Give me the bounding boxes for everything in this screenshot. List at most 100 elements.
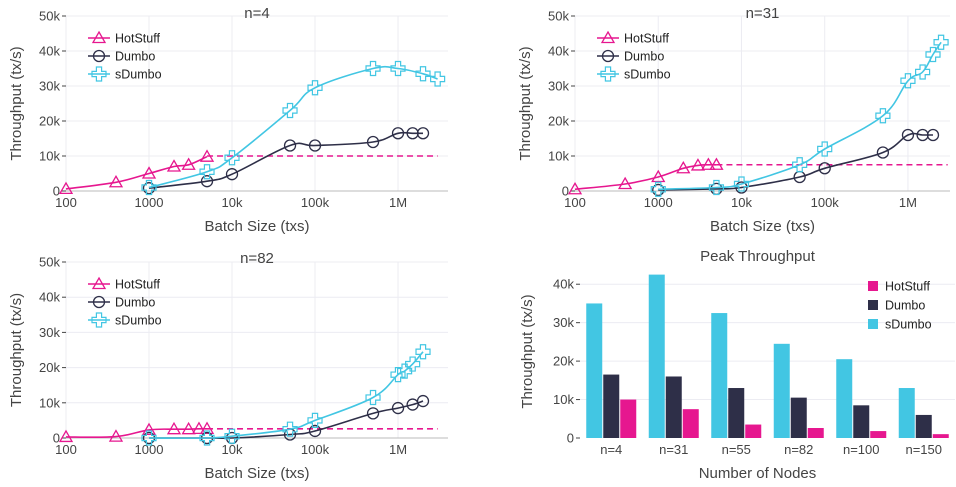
hotstuff-series-line xyxy=(574,163,717,191)
legend-label: sDumbo xyxy=(115,68,162,82)
y-tick-label: 10k xyxy=(553,392,574,407)
chart-n4: 0 10k 20k 30k 40k 50k 100 1000 10k 100k 1M n=4 Batch… xyxy=(8,5,448,235)
legend-label: Dumbo xyxy=(624,50,664,64)
chart-n82: 0 10k 20k 30k 40k 50k 100 1000 10k 100k 1M n=82 Batc… xyxy=(8,250,448,482)
x-axis-title: Batch Size (txs) xyxy=(204,218,309,235)
sdumbo-series-line xyxy=(658,41,942,191)
legend-item-sdumbo: sDumbo xyxy=(88,66,162,82)
x-tick-label: n=100 xyxy=(843,442,880,457)
sdumbo-data-point xyxy=(365,389,381,406)
dumbo-data-point xyxy=(416,394,430,408)
hotstuff-data-point xyxy=(181,157,196,170)
sdumbo-data-point xyxy=(390,60,406,77)
hotstuff-bar xyxy=(870,431,887,438)
legend-sdumbo-marker xyxy=(91,312,107,328)
legend-swatch-dumbo xyxy=(868,300,878,310)
chart-peak-throughput: 0 10k 20k 30k 40k n=4 n=31 n=55 n=82 n=100 n=150 Pe… xyxy=(519,248,955,482)
y-axis-title: Throughput (tx/s) xyxy=(8,293,25,407)
legend-item-hotstuff: HotStuff xyxy=(868,280,930,294)
sdumbo-data-point xyxy=(875,108,891,124)
dumbo-data-point xyxy=(391,401,405,415)
dumbo-data-point xyxy=(225,168,239,181)
y-tick-label: 0 xyxy=(562,184,569,199)
x-axis-title: Batch Size (txs) xyxy=(204,465,309,482)
hotstuff-data-point xyxy=(141,422,157,436)
chart-title: n=4 xyxy=(244,5,269,22)
y-tick-label: 0 xyxy=(53,431,60,446)
hotstuff-bar xyxy=(620,399,637,438)
y-tick-label: 50k xyxy=(548,9,569,24)
x-tick-label: 100 xyxy=(564,195,586,210)
chart-title: Peak Throughput xyxy=(700,248,816,265)
hotstuff-data-point xyxy=(617,176,633,190)
dumbo-bar xyxy=(915,414,932,438)
dumbo-data-point xyxy=(416,127,430,140)
legend-item-sdumbo: sDumbo xyxy=(868,318,932,332)
hotstuff-data-point xyxy=(108,429,124,442)
legend-label: sDumbo xyxy=(624,68,671,82)
x-tick-label: n=150 xyxy=(905,442,942,457)
y-tick-label: 0 xyxy=(53,184,60,199)
y-tick-label: 40k xyxy=(553,277,574,292)
y-tick-label: 50k xyxy=(39,255,60,270)
sdumbo-data-point xyxy=(415,344,431,360)
dumbo-data-point xyxy=(308,424,322,438)
dumbo-data-point xyxy=(308,139,322,152)
legend-label: HotStuff xyxy=(115,278,160,292)
dumbo-data-point xyxy=(200,175,214,188)
dumbo-bar xyxy=(790,397,807,438)
sdumbo-data-point xyxy=(224,428,240,444)
sdumbo-data-point xyxy=(365,60,381,77)
sdumbo-bar xyxy=(898,388,915,438)
hotstuff-data-point xyxy=(141,166,157,179)
y-axis-title: Throughput (tx/s) xyxy=(519,294,536,408)
hotstuff-bar xyxy=(745,424,762,438)
legend-hotstuff-marker xyxy=(91,30,107,44)
x-tick-label: n=31 xyxy=(659,442,688,457)
legend-item-hotstuff: HotStuff xyxy=(88,30,160,46)
x-tick-label: 10k xyxy=(222,442,243,457)
sdumbo-data-point xyxy=(390,367,406,383)
dumbo-data-point xyxy=(366,407,380,420)
hotstuff-data-point xyxy=(199,421,215,434)
dumbo-data-point xyxy=(366,135,380,149)
hotstuff-data-point xyxy=(58,181,74,195)
hotstuff-data-point xyxy=(676,160,691,174)
sdumbo-data-point xyxy=(282,102,298,119)
sdumbo-data-point xyxy=(733,176,750,192)
hotstuff-bar xyxy=(932,434,949,438)
hotstuff-data-point xyxy=(181,421,196,435)
legend-item-hotstuff: HotStuff xyxy=(597,30,669,46)
sdumbo-data-point xyxy=(396,363,413,379)
sdumbo-data-point xyxy=(307,80,323,96)
y-tick-label: 40k xyxy=(548,44,569,59)
hotstuff-data-point xyxy=(166,421,182,435)
sdumbo-data-point xyxy=(307,412,323,428)
legend-hotstuff-marker xyxy=(600,30,616,44)
dumbo-data-point xyxy=(391,127,405,140)
legend-item-hotstuff: HotStuff xyxy=(88,276,160,292)
legend-dumbo-marker xyxy=(92,49,106,63)
dumbo-data-point xyxy=(142,182,156,195)
x-tick-label: 1M xyxy=(389,442,407,457)
y-tick-label: 30k xyxy=(39,79,60,94)
sdumbo-data-point xyxy=(141,179,157,196)
sdumbo-data-point xyxy=(415,66,431,82)
legend-item-sdumbo: sDumbo xyxy=(597,66,671,82)
x-tick-label: n=55 xyxy=(722,442,751,457)
y-tick-label: 10k xyxy=(39,395,60,410)
legend-item-sdumbo: sDumbo xyxy=(88,312,162,328)
x-tick-label: 100k xyxy=(301,195,330,210)
sdumbo-data-point xyxy=(900,73,916,89)
y-tick-label: 30k xyxy=(548,79,569,94)
y-tick-label: 10k xyxy=(39,149,60,164)
y-tick-label: 50k xyxy=(39,9,60,24)
dumbo-series-line xyxy=(148,400,424,440)
x-tick-label: 1000 xyxy=(135,442,164,457)
legend-item-dumbo: Dumbo xyxy=(597,50,664,64)
sdumbo-data-point xyxy=(792,157,808,173)
x-tick-label: 100 xyxy=(55,195,77,210)
dumbo-data-point xyxy=(652,183,665,197)
x-tick-label: n=82 xyxy=(784,442,813,457)
legend-dumbo-marker xyxy=(92,295,106,309)
